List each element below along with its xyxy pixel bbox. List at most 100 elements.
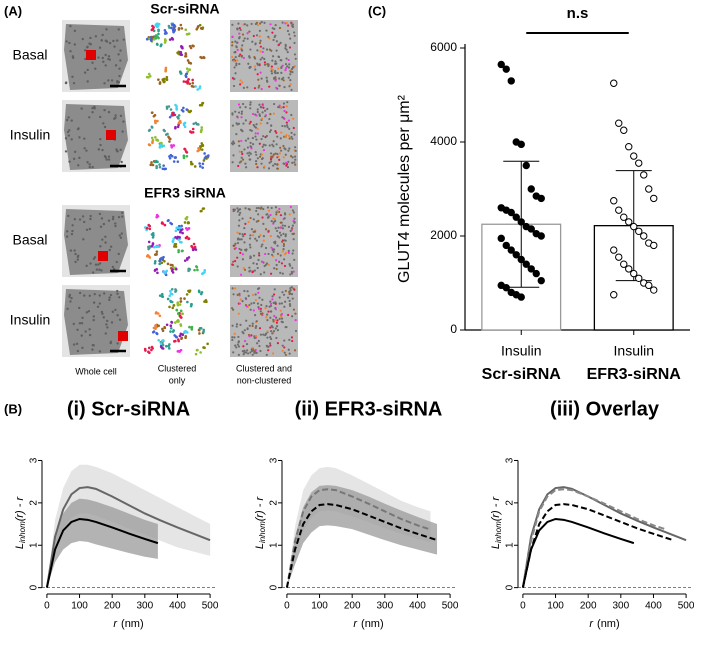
molecule-dot [292, 249, 295, 252]
molecule-dot [255, 123, 258, 126]
cluster-dot [183, 259, 187, 262]
molecule-dot [259, 310, 262, 313]
molecule-dot [243, 351, 246, 354]
cell-texture [106, 326, 109, 329]
molecule-dot [236, 207, 239, 210]
cell-texture [71, 224, 74, 227]
molecule-dot [236, 210, 239, 213]
molecule-dot [255, 206, 258, 210]
molecule-dot [288, 291, 291, 294]
molecule-dot [285, 48, 288, 51]
molecule-dot [256, 23, 259, 27]
molecule-dot [280, 71, 283, 74]
y-axis-label: Linhom(r) - r [14, 495, 27, 549]
cell-texture [103, 108, 106, 112]
molecule-dot [255, 153, 258, 156]
molecule-dot [272, 293, 276, 296]
cluster-dot [205, 300, 208, 304]
molecule-dot [236, 238, 240, 241]
cell-texture [118, 67, 121, 70]
cluster-dot [194, 248, 198, 251]
molecule-dot [249, 129, 252, 132]
cell-texture [88, 42, 91, 45]
data-point [512, 251, 520, 259]
cell-texture [109, 293, 113, 297]
molecule-dot [269, 302, 273, 305]
cluster-dot [200, 291, 204, 294]
cluster-dot [168, 115, 172, 119]
cluster-dot [196, 348, 199, 352]
cluster-dot [199, 351, 202, 354]
cluster-dot [154, 34, 158, 37]
cluster-dot [147, 350, 150, 354]
molecule-dot [284, 300, 287, 303]
molecule-dot [272, 140, 275, 143]
y-axis-label: GLUT4 molecules per μm² [396, 94, 413, 283]
molecule-dot [254, 22, 258, 26]
molecule-dot [275, 336, 278, 340]
data-point [517, 293, 525, 301]
cluster-dot [189, 304, 193, 308]
cell-texture [112, 215, 115, 219]
x-axis-label: r (nm) [353, 618, 383, 630]
molecule-dot [238, 213, 241, 217]
significance-label: n.s [567, 5, 589, 22]
cluster-dot [170, 26, 173, 30]
cluster-dot [185, 151, 189, 154]
cluster-dot [179, 23, 183, 27]
molecule-dot [234, 344, 237, 347]
row-label: Insulin [10, 312, 50, 328]
molecule-dot [291, 161, 294, 164]
cell-texture [76, 349, 80, 353]
cluster-dot [158, 314, 162, 318]
cell-texture [84, 330, 87, 333]
group-title: EFR3 siRNA [144, 185, 226, 201]
cell-texture [98, 212, 102, 216]
molecule-dot [274, 316, 278, 319]
molecule-dot [283, 125, 287, 128]
cell-texture [107, 55, 111, 58]
cluster-dot [169, 300, 173, 303]
cluster-dot [192, 122, 196, 126]
cell-texture [65, 235, 69, 238]
molecule-dot [242, 234, 245, 238]
molecule-dot [235, 45, 238, 48]
cell-shape [64, 209, 128, 275]
cluster-dot [183, 147, 186, 151]
molecule-dot [270, 246, 273, 249]
cluster-dot [176, 125, 180, 129]
molecule-dot [256, 132, 260, 135]
molecule-dot [242, 332, 245, 335]
caption: Clustered [158, 363, 197, 373]
molecule-dot [276, 319, 279, 322]
molecule-dot [258, 327, 262, 330]
cluster-dot [154, 135, 157, 139]
cluster-dot [153, 119, 157, 123]
data-point [650, 241, 658, 250]
molecule-dot [267, 310, 270, 313]
molecule-dot [232, 293, 235, 296]
molecule-dot [271, 31, 274, 34]
cell-texture [69, 249, 73, 252]
molecule-dot [272, 250, 275, 253]
data-point [620, 213, 628, 221]
cluster-dot [151, 141, 154, 145]
cluster-dot [167, 219, 170, 222]
cluster-dot [163, 80, 166, 83]
cluster-dot [167, 135, 170, 139]
cell-texture [64, 137, 68, 140]
molecule-dot [272, 301, 275, 304]
cluster-dot [147, 76, 150, 79]
cell-texture [115, 260, 118, 264]
molecule-dot [270, 72, 274, 75]
cell-texture [87, 310, 91, 313]
molecule-dot [252, 123, 255, 127]
cluster-dot [174, 229, 178, 233]
molecule-dot [284, 153, 287, 156]
molecule-dot [272, 145, 275, 148]
cell-texture [117, 215, 121, 219]
molecule-dot [277, 67, 280, 70]
molecule-dot [288, 302, 292, 306]
molecule-dot [248, 151, 251, 154]
molecule-dot [236, 293, 239, 296]
